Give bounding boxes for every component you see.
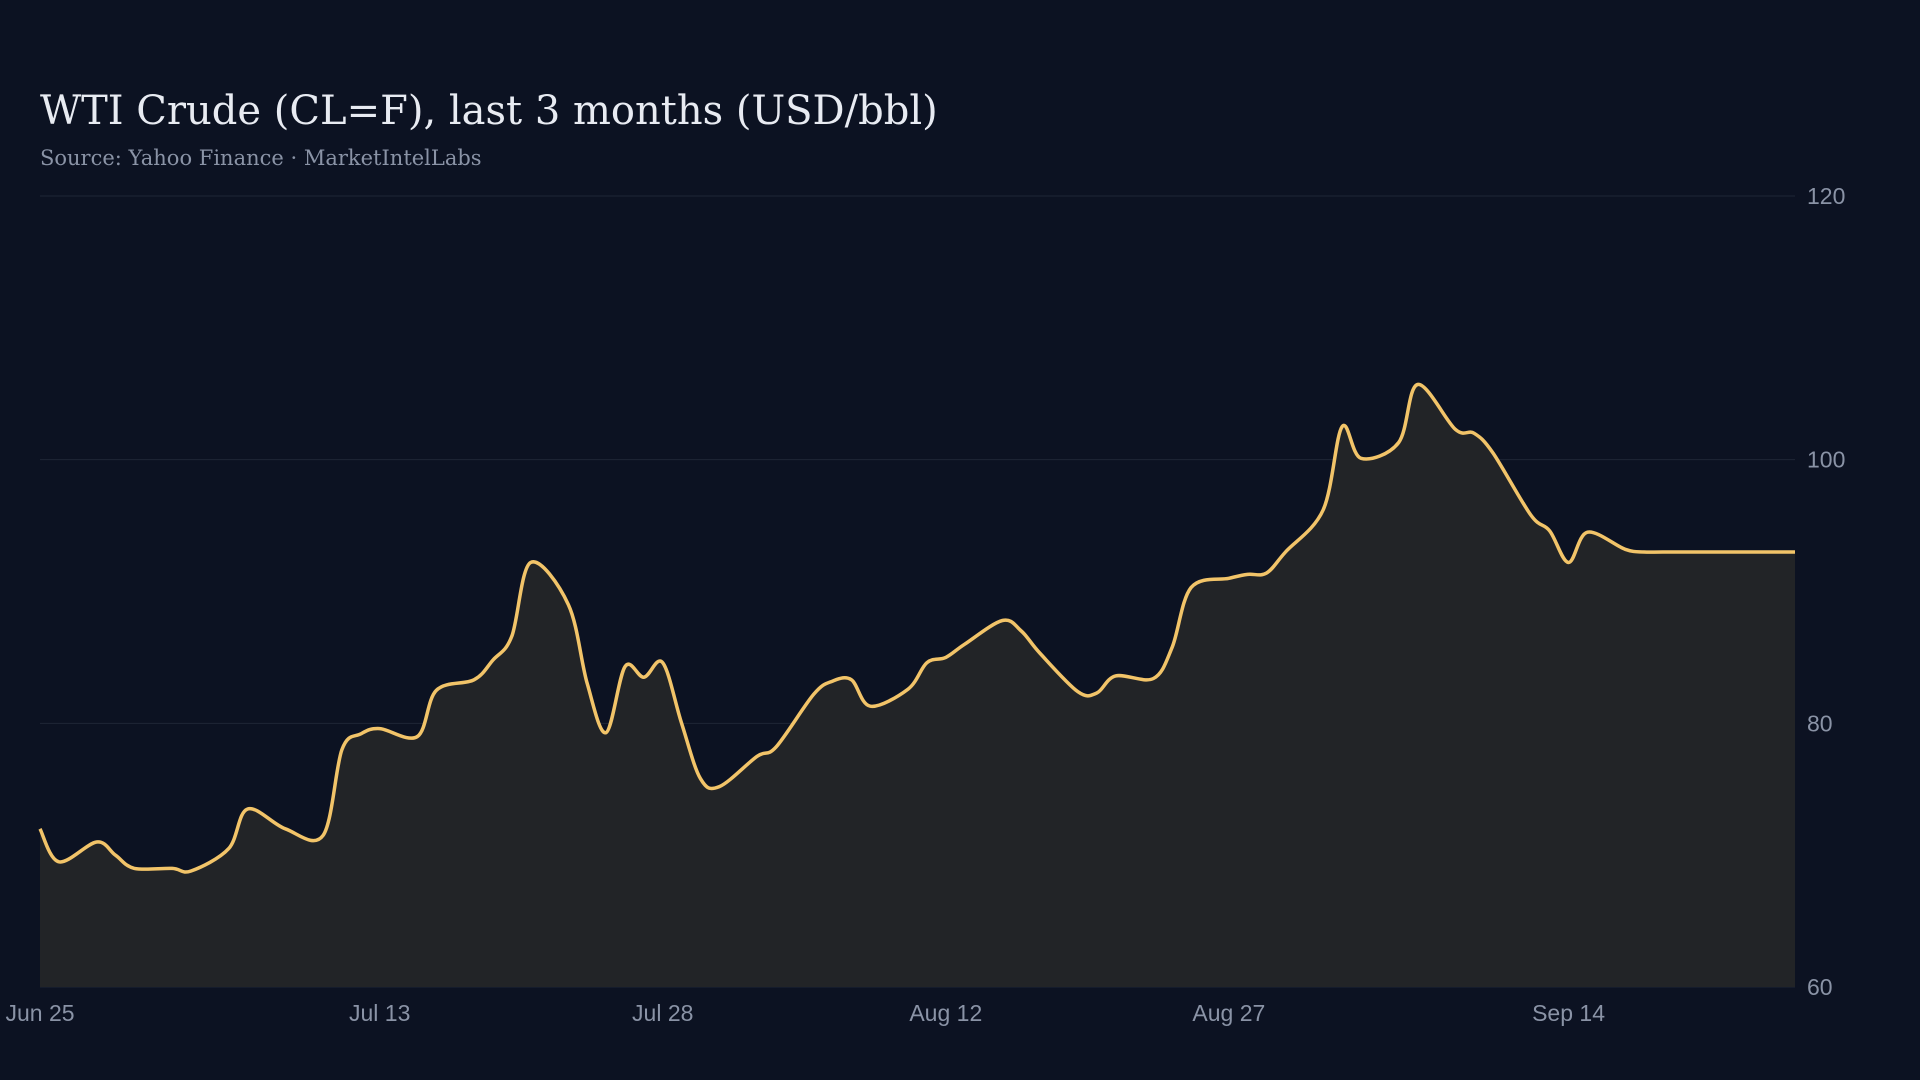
data-point [661,661,665,665]
data-point [1170,645,1174,649]
x-tick-label: Aug 12 [909,1000,982,1026]
data-point [529,561,533,565]
data-point [604,731,608,735]
data-point [246,807,250,811]
y-tick-label: 80 [1807,710,1833,736]
data-point [585,682,589,686]
data-point [1774,550,1778,554]
data-point [472,678,476,682]
data-point [1265,571,1269,575]
data-point [283,827,287,831]
data-point [1038,652,1042,656]
x-tick-label: Sep 14 [1532,1000,1605,1026]
data-point [1340,425,1344,429]
data-point [1567,561,1571,565]
data-point [963,642,967,646]
data-point [642,675,646,679]
data-point [415,735,419,739]
data-point [1321,508,1325,512]
data-point [340,748,344,752]
y-tick-label: 120 [1807,183,1845,209]
data-point [1076,690,1080,694]
series-area [40,384,1795,987]
data-point [1151,677,1155,681]
data-point [359,732,363,736]
data-point [623,665,627,669]
data-point [906,687,910,691]
data-point [1491,451,1495,455]
x-axis: Jun 25 Jul 13 Jul 28 Aug 12 Aug 27 Sep 14 [5,1000,1605,1026]
data-point [1246,572,1250,576]
data-point [1416,383,1420,387]
data-point [774,745,778,749]
data-point [925,661,929,665]
data-point [1718,550,1722,554]
data-point [189,869,193,873]
data-point [680,721,684,725]
data-point [378,727,382,731]
data-point [812,692,816,696]
data-point [95,840,99,844]
data-point [114,853,118,857]
x-tick-label: Jun 25 [5,1000,74,1026]
data-point [38,827,42,831]
data-point [170,866,174,870]
x-tick-label: Jul 13 [349,1000,410,1026]
data-point [227,847,231,851]
data-point [850,678,854,682]
data-point [1699,550,1703,554]
data-point [434,688,438,692]
data-point [1793,550,1797,554]
data-point [1359,456,1363,460]
data-point [510,634,514,638]
data-point [1661,550,1665,554]
data-point [1548,529,1552,533]
data-point [1000,619,1004,623]
data-point [717,785,721,789]
chart-title: WTI Crude (CL=F), last 3 months (USD/bbl… [40,88,938,134]
data-point [944,655,948,659]
y-tick-label: 60 [1807,974,1833,1000]
data-point [831,679,835,683]
data-point [699,777,703,781]
data-point [1472,431,1476,435]
data-point [1585,530,1589,534]
y-tick-label: 100 [1807,447,1845,473]
data-point [321,833,325,837]
data-point [1019,629,1023,633]
data-point [57,860,61,864]
x-tick-label: Aug 27 [1192,1000,1265,1026]
series-line [38,382,1795,874]
data-point [566,603,570,607]
data-point [1529,513,1533,517]
chart-subtitle: Source: Yahoo Finance · MarketIntelLabs [40,146,482,170]
data-point [1397,441,1401,445]
data-point [1623,547,1627,551]
data-point [491,658,495,662]
x-tick-label: Jul 28 [632,1000,693,1026]
y-axis: 60 80 100 120 [1807,183,1845,1000]
data-point [1284,550,1288,554]
data-point [755,754,759,758]
data-point [868,704,872,708]
data-point [1642,550,1646,554]
data-point [1736,550,1740,554]
data-point [132,866,136,870]
data-point [1114,674,1118,678]
data-point [1453,427,1457,431]
data-point [1227,576,1231,580]
data-point [1189,586,1193,590]
data-point [1095,691,1099,695]
